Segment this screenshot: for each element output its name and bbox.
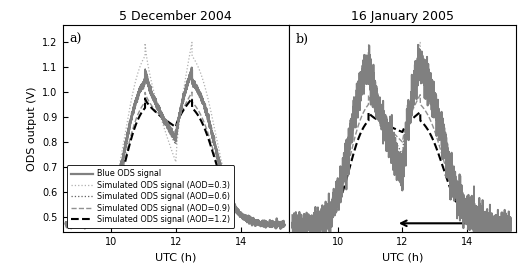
Text: b): b) xyxy=(296,33,309,46)
X-axis label: UTC (h): UTC (h) xyxy=(155,253,196,262)
Title: 16 January 2005: 16 January 2005 xyxy=(351,10,454,23)
Text: a): a) xyxy=(69,33,82,46)
X-axis label: UTC (h): UTC (h) xyxy=(382,253,423,262)
Y-axis label: ODS output (V): ODS output (V) xyxy=(27,86,36,171)
Legend: Blue ODS signal, Simulated ODS signal (AOD=0.3), Simulated ODS signal (AOD=0.6),: Blue ODS signal, Simulated ODS signal (A… xyxy=(67,165,234,228)
Title: 5 December 2004: 5 December 2004 xyxy=(119,10,232,23)
